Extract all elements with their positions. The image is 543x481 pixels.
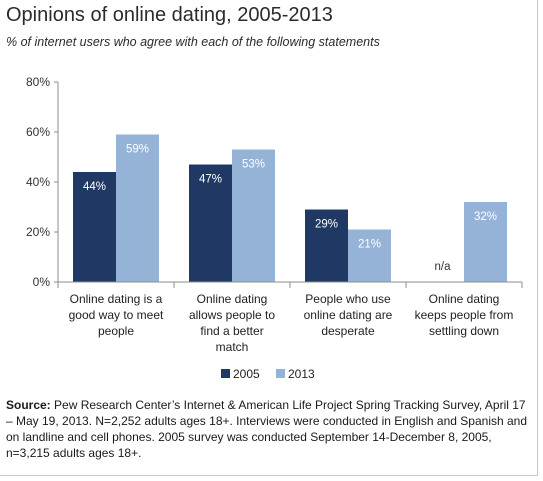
bar-2005 bbox=[73, 172, 116, 282]
category-label: good way to meet bbox=[69, 308, 164, 322]
y-tick-label: 0% bbox=[33, 275, 51, 289]
category-label: match bbox=[216, 340, 249, 354]
x-axis: Online dating is a good way to meet people… bbox=[57, 281, 523, 354]
y-tick-label: 20% bbox=[26, 225, 50, 239]
bar-2005 bbox=[189, 164, 232, 282]
category-label: desperate bbox=[321, 324, 375, 338]
legend: 2005 2013 bbox=[221, 367, 315, 381]
data-label: 44% bbox=[83, 181, 106, 193]
legend-label-2013: 2013 bbox=[288, 367, 315, 381]
category-label: online dating are bbox=[304, 308, 393, 322]
category-label: Online dating bbox=[197, 292, 268, 306]
chart-subtitle: % of internet users who agree with each … bbox=[6, 35, 380, 49]
data-label: 53% bbox=[242, 159, 265, 171]
y-axis: 0% 20% 40% 60% 80% bbox=[26, 75, 59, 289]
data-label: 21% bbox=[358, 239, 381, 251]
y-tick-label: 40% bbox=[26, 175, 50, 189]
data-label-na: n/a bbox=[435, 261, 452, 273]
legend-swatch-2005 bbox=[221, 369, 230, 378]
category-label: Online dating is a bbox=[70, 292, 163, 306]
source-label: Source: bbox=[6, 398, 51, 412]
data-label: 47% bbox=[199, 174, 222, 186]
category-label: people bbox=[98, 324, 134, 338]
category-label: allows people to bbox=[189, 308, 275, 322]
category-label: find a better bbox=[200, 324, 263, 338]
bar-2013 bbox=[348, 229, 391, 282]
bar-2013 bbox=[464, 202, 507, 282]
bar-2013 bbox=[116, 134, 159, 282]
legend-label-2005: 2005 bbox=[233, 367, 260, 381]
category-label: People who use bbox=[305, 292, 391, 306]
chart-title: Opinions of online dating, 2005-2013 bbox=[6, 4, 333, 26]
category-label: keeps people from bbox=[415, 308, 514, 322]
source-text: Pew Research Center’s Internet & America… bbox=[6, 398, 528, 460]
bars: 44% 59% 47% 53% 29% 21% n/a 32% bbox=[73, 134, 507, 282]
y-tick-label: 80% bbox=[26, 75, 50, 89]
bar-chart: 0%20%40%60%80% 44%59%47%53%29%21%n/a32% … bbox=[26, 75, 523, 381]
y-tick-label: 60% bbox=[26, 125, 50, 139]
category-label: Online dating bbox=[429, 292, 500, 306]
data-label: 29% bbox=[315, 219, 338, 231]
data-label: 59% bbox=[126, 144, 149, 156]
source-note: Source: Pew Research Center’s Internet &… bbox=[6, 397, 531, 461]
data-label: 32% bbox=[474, 211, 497, 223]
category-label: settling down bbox=[429, 324, 499, 338]
bar-2013 bbox=[232, 149, 275, 282]
legend-swatch-2013 bbox=[276, 369, 285, 378]
bar-2005 bbox=[305, 209, 348, 282]
